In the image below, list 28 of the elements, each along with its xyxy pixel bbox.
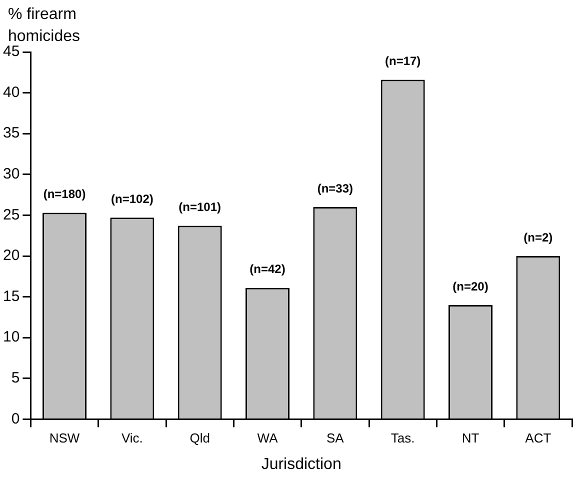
annotation: (n=20) <box>452 279 488 294</box>
x-tick-label: Tas. <box>390 430 415 446</box>
y-tick-label: 20 <box>2 247 20 264</box>
annotation: (n=180) <box>43 187 86 202</box>
annotation: (n=101) <box>178 200 222 214</box>
x-tick-label: SA <box>326 430 344 446</box>
y-tick-label: 25 <box>2 206 20 224</box>
y-tick-label: 5 <box>11 370 20 387</box>
y-tick-label: 30 <box>2 166 20 183</box>
y-tick-label: 15 <box>2 288 20 305</box>
y-tick-label: 45 <box>2 43 20 60</box>
x-axis-title: Jurisdiction <box>261 456 342 473</box>
annotation: (n=102) <box>111 192 154 206</box>
y-tick-label: 35 <box>2 124 20 142</box>
x-tick-label: NT <box>462 430 480 446</box>
x-tick-label: ACT <box>525 430 552 446</box>
y-tick-label: 10 <box>2 328 20 346</box>
y-tick-label: 0 <box>11 410 20 428</box>
annotation: (n=33) <box>317 181 354 196</box>
x-tick-label: Qld <box>190 430 210 446</box>
x-tick-label: NSW <box>49 430 80 446</box>
y-axis-title: % firearm homicides <box>8 5 82 46</box>
x-tick-label: WA <box>257 430 278 446</box>
x-tick-label: Vic. <box>121 430 143 446</box>
annotation: (n=17) <box>384 54 421 68</box>
annotation: (n=2) <box>524 230 553 244</box>
y-tick-label: 40 <box>2 84 20 101</box>
annotation: (n=42) <box>250 262 286 276</box>
